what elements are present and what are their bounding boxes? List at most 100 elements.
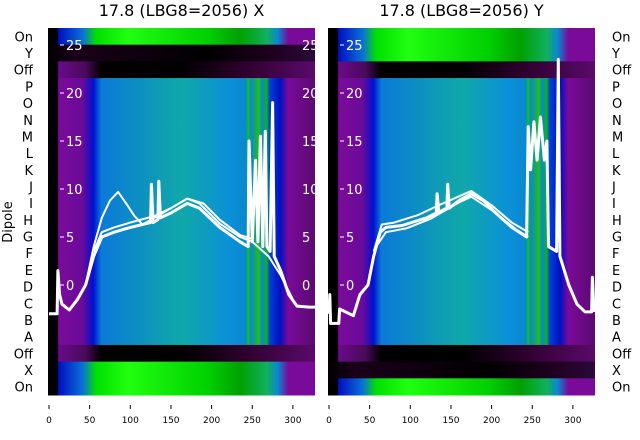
row-label: J (28, 180, 33, 195)
heatmap-row (328, 178, 595, 196)
row-label: F (612, 247, 619, 262)
heatmap-row (328, 94, 595, 112)
row-label: Off (14, 64, 34, 79)
row-label: H (612, 214, 622, 229)
heatmap-row (48, 328, 315, 346)
orbit-line-orbit-3 (92, 197, 253, 252)
y-axis-label: Dipole (1, 201, 16, 242)
panel-x: 17.8 (LBG8=2056) XOnYOffPONMLKJIHGFEDCBA… (14, 1, 315, 426)
row-label: I (29, 197, 33, 212)
row-label: L (26, 147, 34, 162)
row-label: E (25, 264, 33, 279)
line-y-tick-label: 15 (66, 135, 83, 150)
row-label: On (612, 381, 630, 396)
heatmap-row (48, 28, 315, 46)
row-label: Y (611, 47, 620, 62)
row-label: G (612, 231, 622, 246)
heatmap-row (48, 78, 315, 96)
panel-title: 17.8 (LBG8=2056) Y (379, 1, 544, 20)
heatmap-row (328, 344, 595, 363)
line-y-tick-label: 15 (346, 135, 363, 150)
orbit-line-orbit-2 (372, 189, 529, 252)
row-label: B (24, 314, 33, 329)
heatmap-row (48, 244, 315, 263)
line-y-tick-label: 20 (346, 87, 363, 102)
heatmap-row (48, 61, 315, 79)
twin-y-tick-label: 25 (302, 39, 319, 54)
heatmap-row (328, 244, 595, 263)
x-tick-label: 150 (442, 416, 459, 426)
heatmap-row (328, 378, 595, 396)
row-label: C (612, 297, 621, 312)
row-label: Off (612, 347, 632, 362)
heatmap-row (48, 128, 315, 146)
heatmap-row (48, 278, 315, 296)
row-label: X (24, 364, 33, 379)
row-label: A (612, 331, 621, 346)
heatmap-row (328, 228, 595, 246)
row-label: N (23, 114, 33, 129)
row-label: C (24, 297, 33, 312)
row-label: M (22, 130, 33, 145)
heatmap-row (328, 211, 595, 229)
row-label: I (612, 197, 616, 212)
row-label: Off (612, 64, 632, 79)
row-label: X (612, 364, 621, 379)
row-label: N (612, 114, 622, 129)
heatmap-row (328, 61, 595, 79)
row-label: O (23, 97, 33, 112)
row-label: O (612, 97, 622, 112)
heatmap-row (48, 261, 315, 279)
orbit-line-orbit-1 (49, 101, 315, 316)
heatmap-row (48, 144, 315, 162)
row-label: J (611, 180, 616, 195)
line-y-tick-label: 10 (346, 183, 363, 198)
heatmap-row (328, 144, 595, 162)
heatmap-row (328, 261, 595, 279)
row-label: P (25, 80, 33, 95)
heatmap-row (328, 78, 595, 96)
x-tick-label: 50 (364, 416, 376, 426)
x-tick-label: 250 (244, 416, 261, 426)
line-y-tick-label: 25 (66, 39, 83, 54)
twin-y-tick-label: 5 (302, 231, 310, 246)
x-tick-label: 200 (203, 416, 220, 426)
heatmap-row (48, 311, 315, 329)
heatmap-row (48, 111, 315, 129)
orbit-line-orbit-3 (375, 195, 529, 248)
row-label: P (612, 80, 620, 95)
heatmap-row (328, 28, 595, 46)
row-label: D (23, 281, 33, 296)
line-y-tick-label: 0 (66, 279, 74, 294)
row-label: Off (14, 347, 34, 362)
row-label: L (612, 147, 620, 162)
heatmap-row (328, 294, 595, 313)
heatmap-row (328, 194, 595, 212)
heatmap-row (48, 44, 315, 62)
row-label: K (612, 164, 621, 179)
heatmap-row (328, 161, 595, 179)
x-tick-label: 300 (564, 416, 581, 426)
line-y-tick-label: 25 (346, 39, 363, 54)
row-label: Y (24, 47, 33, 62)
heatmap-row (328, 328, 595, 346)
orbit-line-orbit-1 (327, 57, 596, 325)
row-label: H (23, 214, 33, 229)
heatmap-row (328, 311, 595, 329)
row-label: G (23, 231, 33, 246)
twin-y-tick-label: 10 (302, 183, 319, 198)
x-tick-label: 300 (284, 416, 301, 426)
line-y-tick-label: 5 (346, 231, 354, 246)
twin-y-tick-label: 15 (302, 135, 319, 150)
heatmap-row (328, 44, 595, 62)
line-y-tick-label: 5 (66, 231, 74, 246)
line-y-tick-label: 0 (346, 279, 354, 294)
row-label: F (26, 247, 33, 262)
row-label: K (24, 164, 33, 179)
panel-title: 17.8 (LBG8=2056) X (99, 1, 265, 20)
twin-y-tick-label: 0 (302, 279, 310, 294)
row-label: On (612, 30, 630, 45)
line-y-tick-label: 10 (66, 183, 83, 198)
line-y-tick-label: 20 (66, 87, 83, 102)
